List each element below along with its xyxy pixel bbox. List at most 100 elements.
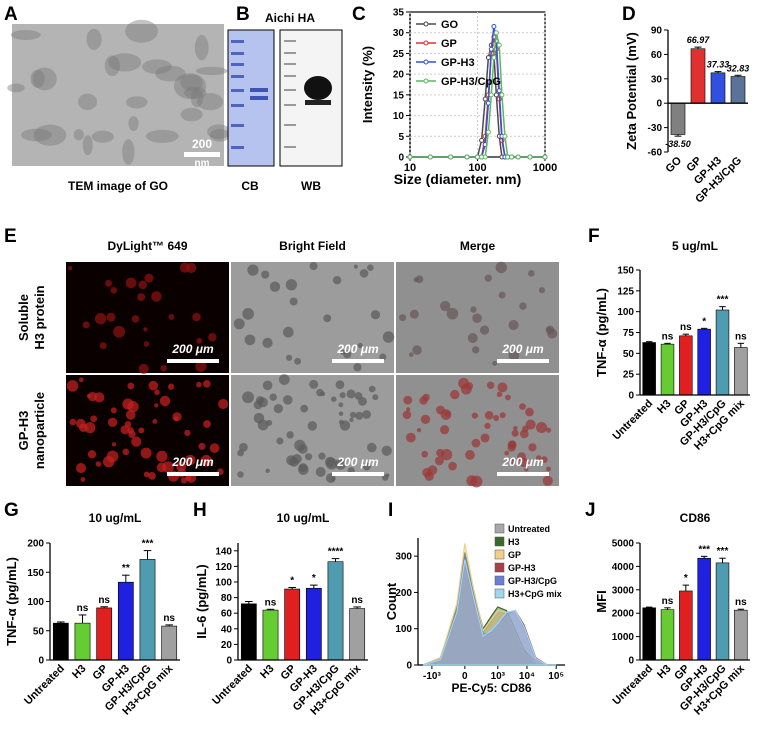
y-tick-label: 100 — [27, 597, 44, 608]
ladder-band — [231, 104, 244, 107]
cell — [148, 472, 156, 480]
cell — [409, 309, 419, 319]
cell — [467, 333, 478, 343]
cell — [403, 395, 413, 405]
cell — [289, 297, 298, 306]
y-tick-label: 5 — [398, 132, 404, 143]
cell — [75, 463, 87, 474]
cell — [239, 442, 248, 452]
cell — [416, 427, 422, 433]
cell — [495, 261, 507, 274]
cell — [470, 306, 477, 313]
significance: ** — [122, 563, 130, 574]
y-tick-label: 80 — [221, 593, 233, 604]
ladder-band — [284, 40, 296, 42]
cell — [450, 389, 460, 400]
cell — [111, 442, 117, 447]
scale-label: 200 μm — [501, 342, 544, 356]
significance: ns — [680, 322, 692, 333]
cell — [362, 410, 371, 419]
protein-band — [250, 88, 268, 92]
cell — [143, 341, 150, 347]
cell — [285, 279, 298, 291]
y-tick-label: 150 — [617, 266, 634, 277]
cell — [106, 450, 119, 463]
significance: *** — [717, 295, 729, 306]
cell — [415, 275, 424, 284]
y-tick-label: 30 — [393, 28, 405, 39]
cell — [200, 455, 213, 467]
cell — [283, 395, 293, 405]
y-tick-label: 35 — [393, 8, 405, 19]
cell — [479, 325, 490, 335]
x-tick-label: Untreated — [210, 663, 255, 708]
cell — [258, 397, 268, 408]
cell — [282, 326, 294, 338]
bar — [697, 557, 711, 661]
chart-title: 5 ug/mL — [672, 239, 718, 253]
y-tick-label: 10 — [393, 111, 405, 122]
ladder-band — [231, 146, 244, 149]
marker — [482, 96, 488, 102]
cell — [261, 270, 270, 279]
bar — [679, 590, 693, 661]
significance: ns — [163, 613, 175, 624]
cell — [536, 455, 542, 461]
y-tick-label: 0 — [628, 656, 634, 667]
flake — [104, 55, 120, 77]
tem-image — [12, 24, 224, 166]
legend-label: GP-H3/CpG — [441, 76, 501, 88]
marker — [479, 137, 485, 143]
x-tick-label: Untreated — [610, 663, 655, 708]
flake — [180, 107, 203, 122]
flake — [125, 19, 158, 43]
bar — [734, 609, 748, 661]
ladder-band — [284, 52, 296, 54]
cell — [94, 392, 105, 403]
x-tick-label: 0 — [462, 671, 468, 682]
cell — [525, 407, 534, 417]
cell — [492, 360, 498, 366]
cell — [315, 466, 326, 477]
x-tick-label: H3 — [258, 663, 276, 681]
ladder-band — [231, 89, 244, 92]
cell — [196, 337, 203, 344]
cell — [297, 444, 308, 454]
y-tick-label: 2000 — [612, 609, 635, 620]
flake — [145, 129, 179, 143]
cell — [237, 449, 244, 457]
flake — [10, 29, 41, 40]
scale-bar — [167, 472, 219, 476]
bar — [52, 622, 69, 661]
cell — [285, 354, 293, 361]
cell — [508, 319, 519, 331]
cell — [422, 393, 430, 402]
cell — [304, 453, 313, 461]
panel-letter: C — [352, 4, 366, 25]
flake — [155, 65, 186, 82]
marker — [496, 88, 502, 94]
bar — [642, 607, 656, 661]
flake — [108, 53, 142, 72]
y-tick-label: 25 — [393, 49, 405, 60]
cell — [113, 325, 126, 338]
ladder-band — [231, 52, 244, 55]
cell — [242, 308, 254, 320]
marker — [488, 46, 494, 52]
scale-bar — [167, 359, 219, 363]
cell — [156, 450, 168, 462]
cell — [87, 450, 97, 459]
cell — [408, 352, 414, 357]
marker — [491, 24, 497, 29]
y-axis-label: TNF-α (pg/mL) — [594, 288, 609, 377]
bar — [697, 328, 711, 396]
cell — [110, 407, 117, 414]
cell — [69, 418, 77, 426]
cell — [208, 332, 217, 342]
cell — [513, 426, 518, 431]
row-label: GP-H3 — [16, 411, 31, 451]
y-tick-label: 100 — [617, 307, 634, 318]
bar — [305, 587, 322, 661]
y-axis-label: TNF-α (pg/mL) — [4, 557, 19, 646]
cell — [68, 265, 73, 271]
